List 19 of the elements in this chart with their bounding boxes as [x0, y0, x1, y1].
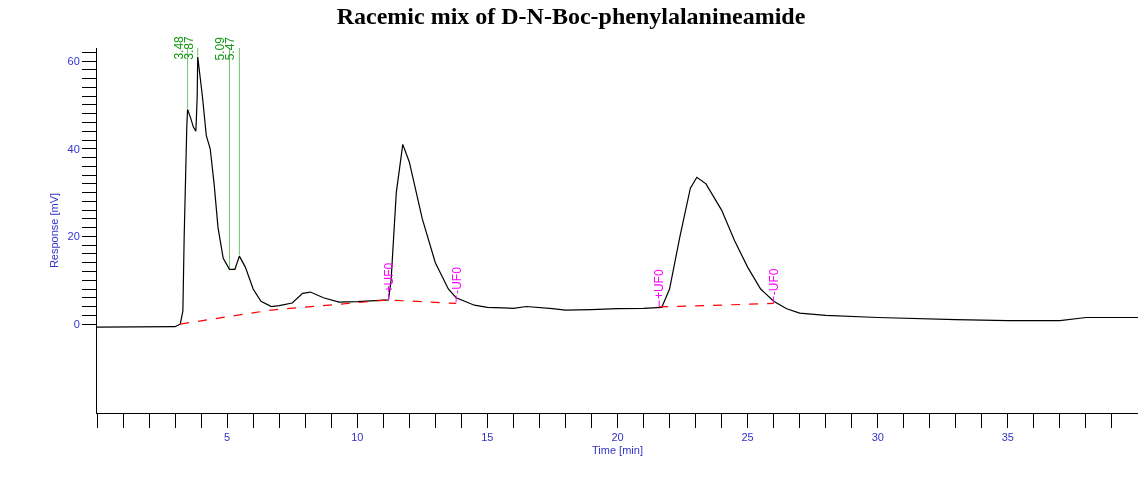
- annotation: +UF0: [381, 262, 396, 293]
- y-tick-label: 20: [67, 230, 80, 243]
- annotation: -UF0: [767, 268, 782, 296]
- x-axis-title: Time [min]: [592, 444, 643, 457]
- y-tick-label: 40: [67, 142, 80, 155]
- annotation: -UF0: [449, 266, 464, 294]
- x-tick-label: 25: [741, 431, 754, 444]
- y-tick-label: 0: [73, 317, 80, 330]
- x-tick-label: 10: [351, 431, 364, 444]
- x-tick-label: 30: [871, 431, 884, 444]
- y-axis-title: Response [mV]: [48, 192, 61, 269]
- chart-title: Racemic mix of D-N-Boc-phenylalanineamide: [336, 2, 806, 29]
- x-tick-label: 5: [224, 431, 231, 444]
- annotation: 5.47: [223, 36, 238, 61]
- y-tick-label: 60: [67, 55, 80, 67]
- x-tick-label: 20: [611, 431, 624, 444]
- x-tick-label: 35: [1001, 431, 1015, 444]
- annotation: +UF0: [652, 269, 667, 300]
- x-tick-label: 15: [481, 431, 494, 444]
